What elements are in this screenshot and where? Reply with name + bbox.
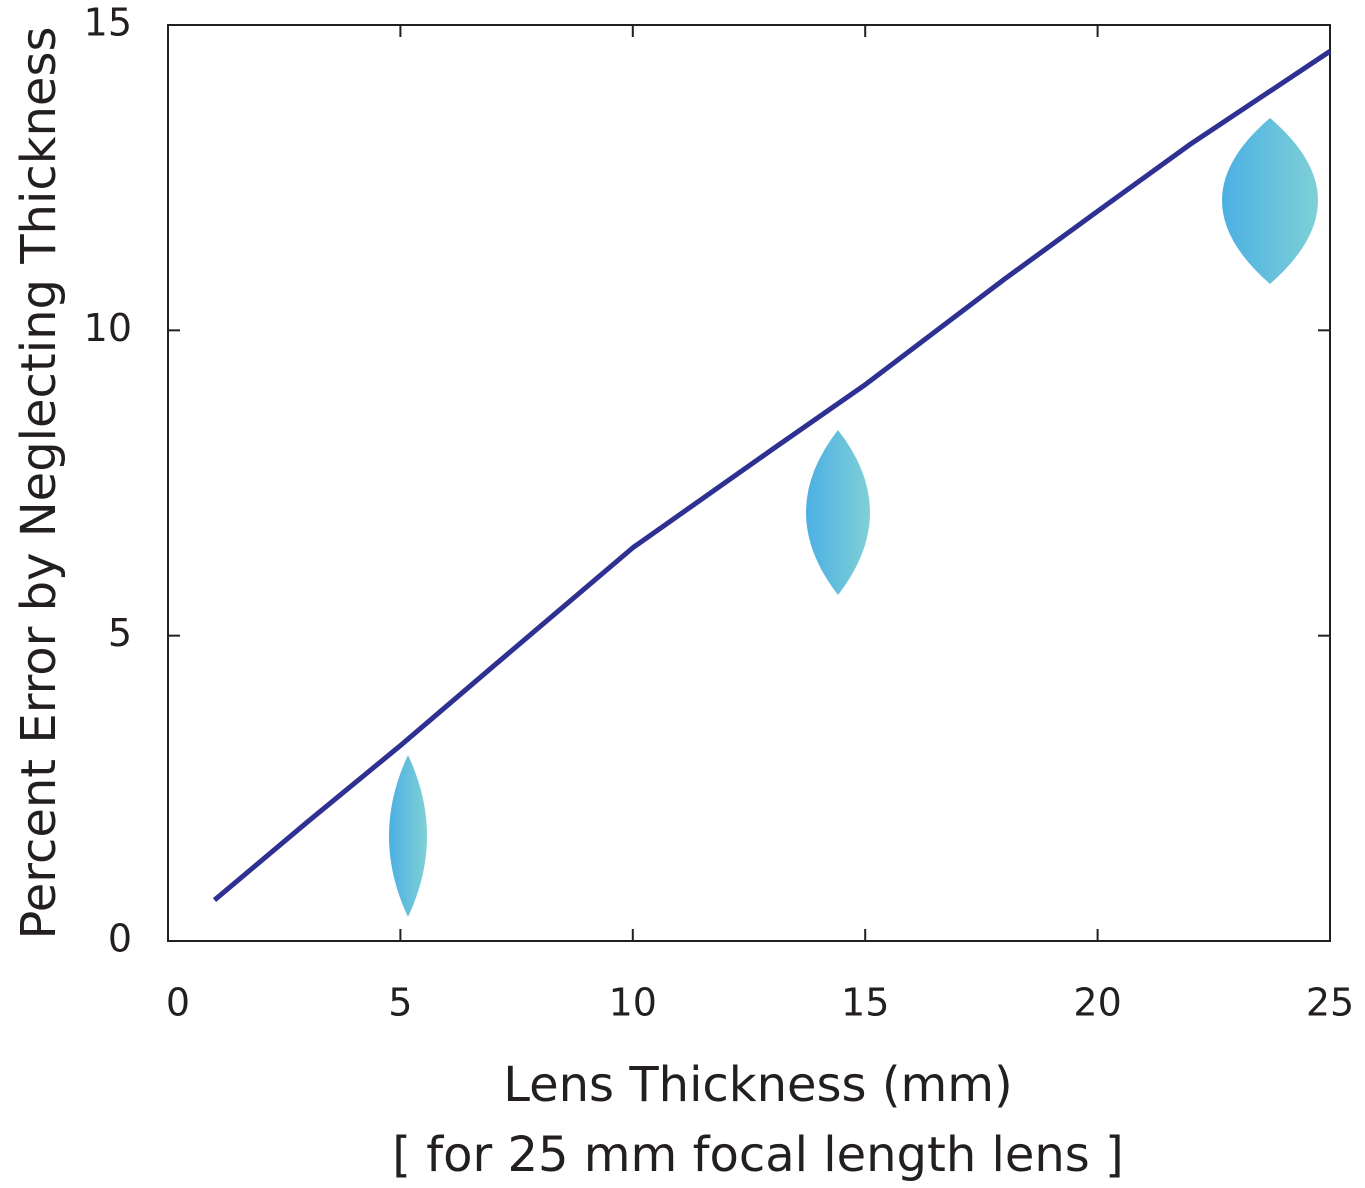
y-tick-label: 15 (84, 1, 132, 45)
x-axis-sublabel: [ for 25 mm focal length lens ] (392, 1127, 1124, 1183)
x-tick-label: 15 (841, 981, 889, 1025)
y-tick-label: 10 (84, 306, 132, 350)
lens-icon (1222, 118, 1318, 284)
x-tick-label: 20 (1073, 981, 1121, 1025)
x-tick-label: 10 (609, 981, 657, 1025)
data-line (212, 49, 1332, 902)
lens-icon (389, 755, 427, 917)
y-tick-label: 5 (108, 611, 132, 655)
x-tick-label: 25 (1306, 981, 1354, 1025)
plot-frame (167, 24, 1331, 942)
x-tick-label: 0 (166, 981, 190, 1025)
lens-icon (806, 430, 870, 595)
y-tick-label: 0 (108, 917, 132, 961)
x-axis-label: Lens Thickness (mm) (503, 1057, 1013, 1113)
y-axis-label: Percent Error by Neglecting Thickness (11, 27, 67, 940)
x-tick-label: 5 (388, 981, 412, 1025)
